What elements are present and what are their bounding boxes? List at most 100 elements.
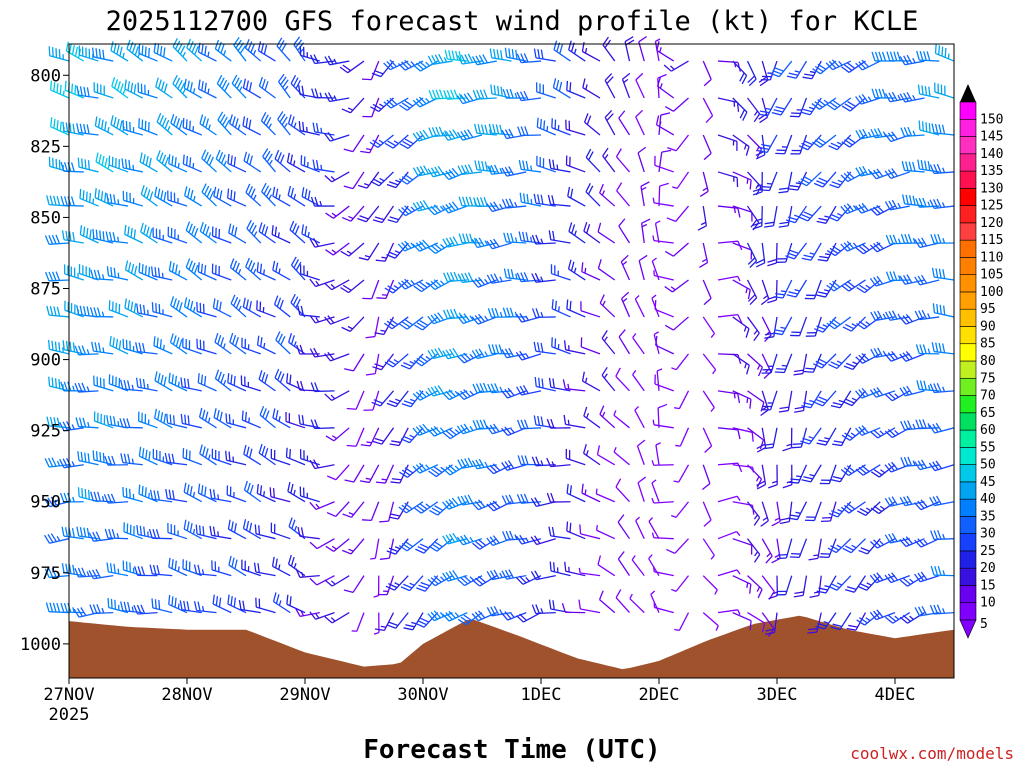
wind-barb [297,526,320,540]
wind-barb [456,534,483,546]
wind-barb [732,427,754,442]
wind-barb [209,488,232,503]
wind-barb [180,377,202,392]
wind-barb [533,48,556,62]
wind-barb [79,188,99,207]
wind-barb [442,610,468,622]
wind-barb [618,110,631,136]
y-tick-label: 800 [30,66,61,86]
wind-barb [60,196,84,207]
wind-barb [487,383,512,394]
wind-barb [701,464,711,490]
wind-barb [615,367,630,392]
wind-barb [899,92,925,103]
wind-barb [365,353,380,376]
wind-barb [374,612,395,632]
wind-barb [830,612,852,631]
wind-barb [93,375,114,392]
wind-barb [565,155,586,173]
wind-barb [578,599,601,614]
wind-barb [342,501,365,518]
wind-barb [658,149,672,173]
wind-barb [582,444,601,466]
wind-barb [309,347,335,358]
wind-barb [547,194,571,207]
colorbar-label: 115 [980,233,1003,248]
wind-barb [287,482,306,503]
colorbar-segment [959,429,977,448]
wind-barb [758,60,769,87]
wind-barb [629,593,645,614]
wind-barb [227,373,247,392]
wind-barb [44,567,70,579]
wind-barb [474,123,497,136]
wind-barb [580,337,601,355]
wind-barb [884,168,910,179]
wind-barb [752,171,763,196]
wind-barb [326,501,350,518]
wind-barb [324,351,350,362]
wind-barb [75,417,99,429]
wind-barb [124,298,144,318]
wind-barb [567,186,586,207]
wind-barb [634,294,645,318]
colorbar-segment [959,343,977,362]
wind-barb [635,72,645,99]
wind-barb [108,155,129,173]
wind-barb [287,185,306,207]
wind-barb [618,218,631,244]
wind-barb [415,612,439,628]
wind-barb [123,522,143,540]
wind-barb [242,519,262,540]
wind-barb [855,59,881,71]
wind-barb [379,501,395,523]
wind-barb [855,128,881,140]
wind-barb [809,575,822,599]
wind-barb [757,134,778,154]
wind-barb [370,171,394,187]
wind-barb [140,185,158,207]
wind-barb [228,555,247,577]
wind-barb [427,575,453,587]
wind-barb [841,134,866,148]
wind-barb [635,516,645,539]
wind-barb [518,159,542,173]
chart-title: 2025112700 GFS forecast wind profile (kt… [106,6,919,37]
wind-barb [309,538,335,550]
wind-barb [358,242,380,261]
wind-barb [76,85,99,99]
wind-barb [929,382,955,394]
wind-barb [840,240,866,252]
wind-barb [185,258,203,281]
wind-barb [656,368,663,391]
wind-barb [855,93,881,105]
wind-barb [442,464,468,476]
wind-barb [79,225,99,244]
wind-barb [104,455,129,466]
colorbar-label: 140 [980,147,1003,162]
wind-barb [620,254,631,281]
wind-barb [656,77,675,99]
wind-barb [228,223,247,244]
wind-barb [773,279,793,299]
wind-barb [786,60,808,79]
wind-barb [442,532,468,545]
wind-barb [48,376,70,392]
wind-barb [324,390,350,401]
wind-barb [534,377,556,392]
wind-barb [856,612,881,626]
wind-barb [472,538,498,550]
wind-barb [842,538,866,554]
wind-barb [501,198,527,209]
wind-barb [183,482,203,503]
wind-barb [884,461,910,473]
x-tick-year: 2025 [49,705,90,725]
wind-barb [900,126,925,138]
wind-barb [655,335,675,355]
wind-barb [78,264,99,281]
colorbar-label: 85 [980,337,996,352]
wind-barb [552,78,571,99]
wind-barb [746,279,758,305]
wind-barb [213,408,232,429]
wind-barb [196,338,217,355]
